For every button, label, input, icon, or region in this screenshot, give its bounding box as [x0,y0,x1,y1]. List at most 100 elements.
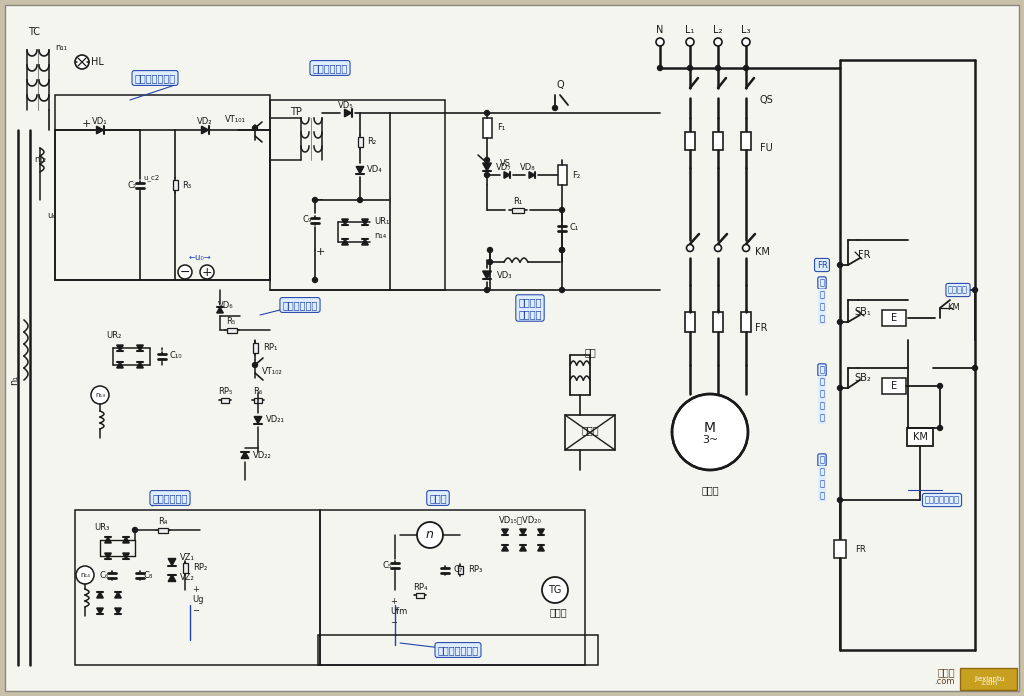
Circle shape [542,577,568,603]
Polygon shape [96,592,103,598]
Text: VT₁₀₂: VT₁₀₂ [262,367,283,377]
Text: +: + [315,247,325,257]
Circle shape [484,157,489,162]
Circle shape [938,383,942,388]
Text: n₁: n₁ [9,375,19,385]
Bar [458,566,463,574]
Circle shape [672,394,748,470]
Circle shape [838,319,843,324]
Polygon shape [117,362,123,368]
Text: UR₂: UR₂ [106,331,121,340]
Polygon shape [342,219,348,225]
Text: UR₃: UR₃ [94,523,110,532]
Bar [834,540,846,558]
Polygon shape [115,592,121,598]
Polygon shape [482,163,492,171]
Polygon shape [538,545,545,551]
Text: 接: 接 [819,480,824,489]
Polygon shape [217,307,223,313]
Bar [685,312,695,332]
Polygon shape [482,271,492,279]
Text: n₁₄: n₁₄ [80,572,90,578]
Circle shape [838,386,843,390]
Circle shape [716,65,721,70]
Text: C₁₀: C₁₀ [170,351,182,361]
Circle shape [714,38,722,46]
Bar [319,510,585,665]
Text: 停: 停 [819,278,824,287]
Text: VD₅: VD₅ [338,100,354,109]
Text: 继: 继 [819,390,824,399]
Text: RP₂: RP₂ [193,564,207,573]
Circle shape [559,248,564,253]
Polygon shape [136,345,143,351]
Text: −: − [315,195,325,205]
Polygon shape [117,345,123,351]
Text: L₂: L₂ [714,25,723,35]
Circle shape [686,38,694,46]
Circle shape [76,566,94,584]
Text: M: M [705,421,716,435]
Circle shape [253,363,257,367]
Text: VD₁₅～VD₂₀: VD₁₅～VD₂₀ [499,516,542,525]
Circle shape [357,198,362,203]
Text: 速: 速 [819,365,824,374]
Polygon shape [502,545,508,551]
Text: n: n [426,528,434,541]
Bar [512,207,524,212]
Text: FR: FR [755,323,768,333]
Text: C₆: C₆ [99,571,109,580]
Text: C₁: C₁ [570,223,580,232]
Circle shape [487,260,493,264]
Circle shape [487,248,493,253]
Text: VD₁: VD₁ [92,116,108,125]
Text: R₆: R₆ [253,388,262,397]
Text: n₁₃: n₁₃ [95,392,105,398]
Polygon shape [520,545,526,551]
Text: 接线图: 接线图 [937,667,955,677]
Circle shape [973,365,978,370]
Circle shape [178,265,193,279]
Text: jiexiantu: jiexiantu [974,676,1005,682]
Bar [75,510,319,665]
Text: E: E [891,381,897,391]
Text: FU: FU [760,143,773,153]
Text: +
Ug
−: + Ug − [193,585,204,615]
Polygon shape [104,537,112,543]
Text: VD₂₂: VD₂₂ [253,450,271,459]
Text: 负载: 负载 [584,347,596,357]
Circle shape [838,498,843,503]
Text: 前置放大环节: 前置放大环节 [283,300,317,310]
Bar [253,343,257,353]
Text: L₁: L₁ [685,25,694,35]
Bar [907,428,933,446]
Bar [182,563,187,573]
Polygon shape [202,126,209,134]
Text: UR₁: UR₁ [374,217,389,226]
Text: L₃: L₃ [741,25,751,35]
Text: RP₁: RP₁ [263,344,278,352]
Bar [713,312,723,332]
Text: R₃: R₃ [182,180,191,189]
Text: 速度负反馈环节: 速度负反馈环节 [437,645,478,655]
Text: VS: VS [500,159,511,168]
Text: .com: .com [980,680,997,686]
Bar [741,312,751,332]
Text: VD₈: VD₈ [520,162,536,171]
Bar [882,310,906,326]
Polygon shape [342,239,348,245]
Text: 度: 度 [819,377,824,386]
Text: N: N [656,25,664,35]
Polygon shape [96,608,103,614]
Text: TC: TC [28,27,40,37]
Polygon shape [241,452,249,459]
Circle shape [417,522,443,548]
Text: 给定电压电路: 给定电压电路 [153,493,187,503]
Bar [158,528,168,532]
Circle shape [559,207,564,212]
Circle shape [559,248,564,253]
Circle shape [742,38,750,46]
Polygon shape [361,239,369,245]
Text: .com: .com [935,677,955,686]
Circle shape [75,55,89,69]
